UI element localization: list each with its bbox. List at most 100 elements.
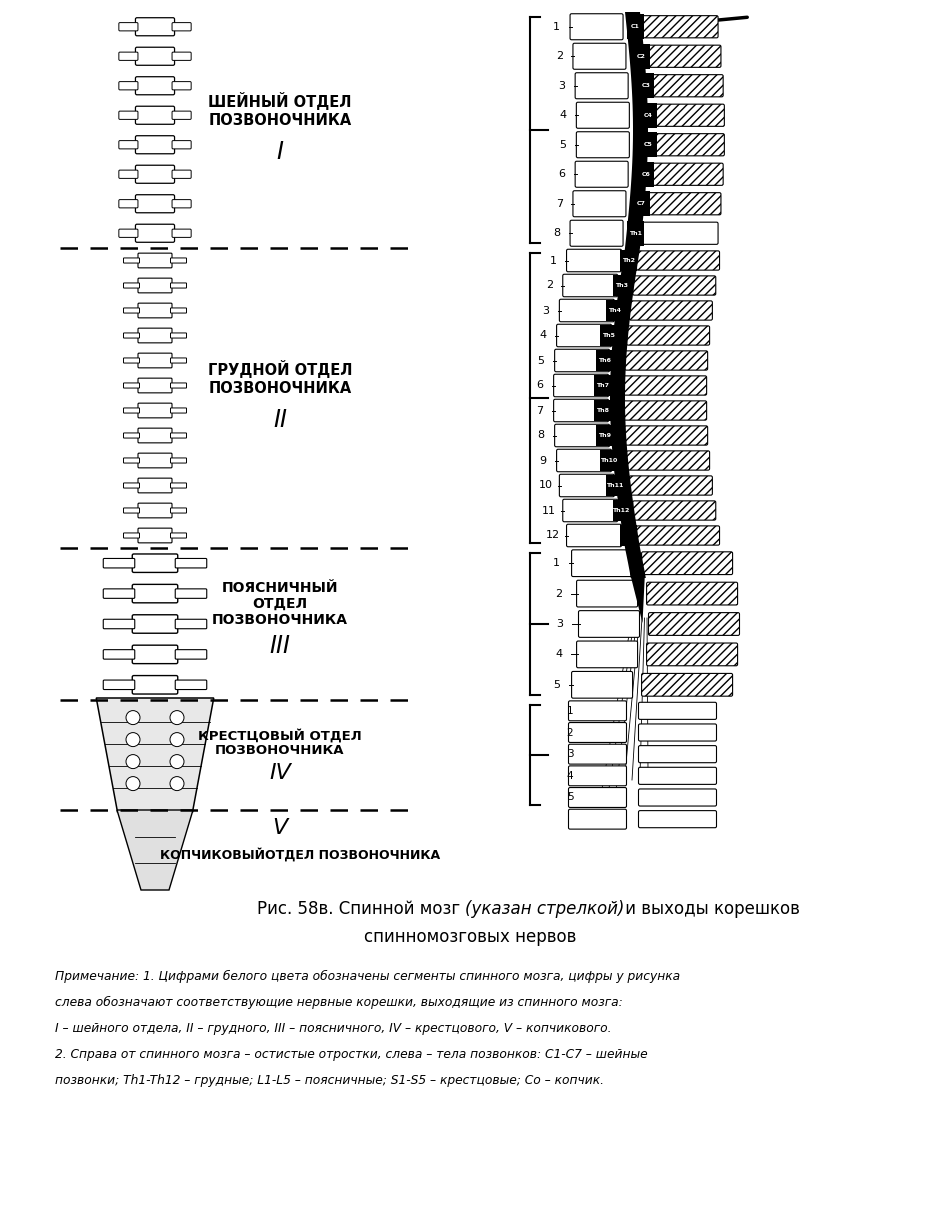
Text: Th12: Th12	[612, 508, 630, 513]
Bar	[637, 73, 654, 99]
Text: Th7: Th7	[596, 383, 609, 388]
FancyBboxPatch shape	[575, 161, 628, 188]
Text: ГРУДНОЙ ОТДЕЛ
ПОЗВОНОЧНИКА: ГРУДНОЙ ОТДЕЛ ПОЗВОНОЧНИКА	[208, 361, 352, 396]
Circle shape	[170, 711, 184, 724]
Text: Th10: Th10	[600, 458, 618, 463]
FancyBboxPatch shape	[569, 809, 626, 829]
Text: Th3: Th3	[615, 283, 628, 288]
FancyBboxPatch shape	[133, 675, 178, 694]
Text: L1: L1	[598, 561, 606, 566]
FancyBboxPatch shape	[138, 328, 172, 343]
Text: 8: 8	[538, 430, 544, 440]
FancyBboxPatch shape	[569, 745, 626, 764]
FancyBboxPatch shape	[569, 787, 626, 807]
Text: позвонки; Th1-Th12 – грудные; L1-L5 – поясничные; S1-S5 – крестцовые; Co – копчи: позвонки; Th1-Th12 – грудные; L1-L5 – по…	[55, 1074, 604, 1087]
Text: Th8: Th8	[596, 408, 609, 413]
Text: V: V	[273, 818, 288, 837]
Text: 2: 2	[556, 589, 563, 599]
FancyBboxPatch shape	[135, 166, 175, 183]
FancyBboxPatch shape	[556, 324, 612, 346]
FancyBboxPatch shape	[123, 433, 139, 438]
FancyBboxPatch shape	[570, 13, 623, 40]
FancyBboxPatch shape	[133, 584, 178, 603]
Text: 4: 4	[540, 330, 547, 340]
FancyBboxPatch shape	[135, 48, 175, 66]
Text: 8: 8	[553, 228, 560, 238]
Text: 2: 2	[546, 280, 553, 290]
Text: Рис. 58в. Спинной мозг: Рис. 58в. Спинной мозг	[257, 900, 465, 918]
FancyBboxPatch shape	[642, 552, 732, 574]
FancyBboxPatch shape	[576, 132, 630, 157]
FancyBboxPatch shape	[175, 680, 207, 690]
FancyBboxPatch shape	[138, 278, 172, 293]
Text: 1: 1	[553, 22, 560, 32]
Text: IV: IV	[269, 763, 291, 783]
FancyBboxPatch shape	[647, 642, 738, 666]
Text: Th4: Th4	[580, 307, 594, 313]
Text: Примечание: 1. Цифрами белого цвета обозначены сегменты спинного мозга, цифры у : Примечание: 1. Цифрами белого цвета обоз…	[55, 970, 681, 983]
FancyBboxPatch shape	[170, 408, 186, 413]
FancyBboxPatch shape	[642, 673, 732, 696]
Text: КРЕСТЦОВЫЙ ОТДЕЛ
ПОЗВОНОЧНИКА: КРЕСТЦОВЫЙ ОТДЕЛ ПОЗВОНОЧНИКА	[198, 729, 362, 757]
FancyBboxPatch shape	[103, 680, 134, 690]
Text: C7: C7	[637, 201, 646, 206]
FancyBboxPatch shape	[569, 701, 626, 720]
FancyBboxPatch shape	[559, 474, 615, 497]
FancyBboxPatch shape	[636, 251, 719, 271]
Bar	[594, 375, 611, 396]
FancyBboxPatch shape	[638, 789, 716, 806]
FancyBboxPatch shape	[118, 111, 138, 119]
FancyBboxPatch shape	[630, 475, 713, 495]
FancyBboxPatch shape	[123, 283, 139, 288]
FancyBboxPatch shape	[172, 171, 191, 178]
FancyBboxPatch shape	[135, 195, 175, 213]
FancyBboxPatch shape	[138, 478, 172, 492]
FancyBboxPatch shape	[138, 528, 172, 542]
FancyBboxPatch shape	[172, 200, 191, 208]
Text: 5: 5	[538, 356, 544, 366]
Text: 2. Справа от спинного мозга – остистые отростки, слева – тела позвонков: C1-C7 –: 2. Справа от спинного мозга – остистые о…	[55, 1048, 648, 1061]
FancyBboxPatch shape	[645, 163, 723, 185]
Text: C4: C4	[598, 112, 607, 118]
FancyBboxPatch shape	[573, 190, 626, 217]
FancyBboxPatch shape	[556, 450, 612, 472]
FancyBboxPatch shape	[578, 611, 639, 638]
Text: 4: 4	[556, 650, 563, 659]
FancyBboxPatch shape	[103, 650, 134, 659]
FancyBboxPatch shape	[555, 350, 610, 372]
FancyBboxPatch shape	[623, 375, 707, 395]
FancyBboxPatch shape	[123, 458, 139, 463]
Circle shape	[126, 755, 140, 769]
Circle shape	[170, 777, 184, 791]
Text: 7: 7	[537, 406, 543, 416]
FancyBboxPatch shape	[118, 229, 138, 238]
FancyBboxPatch shape	[123, 533, 139, 538]
FancyBboxPatch shape	[638, 767, 716, 784]
Text: III: III	[270, 634, 290, 658]
Bar	[620, 525, 637, 546]
FancyBboxPatch shape	[172, 140, 191, 149]
Polygon shape	[96, 698, 213, 812]
Bar	[605, 300, 622, 321]
Text: S1: S1	[593, 708, 603, 714]
Bar	[601, 325, 618, 346]
FancyBboxPatch shape	[645, 74, 723, 96]
Text: C4: C4	[644, 112, 652, 118]
Text: ШЕЙНЫЙ ОТДЕЛ
ПОЗВОНОЧНИКА: ШЕЙНЫЙ ОТДЕЛ ПОЗВОНОЧНИКА	[209, 93, 352, 128]
Text: S4: S4	[593, 773, 603, 779]
Text: L4: L4	[603, 651, 612, 657]
FancyBboxPatch shape	[123, 308, 139, 313]
FancyBboxPatch shape	[118, 23, 138, 30]
FancyBboxPatch shape	[175, 650, 207, 659]
FancyBboxPatch shape	[170, 533, 186, 538]
FancyBboxPatch shape	[103, 589, 134, 599]
Text: 3: 3	[556, 619, 563, 629]
FancyBboxPatch shape	[576, 102, 630, 128]
Text: 6: 6	[558, 169, 565, 179]
Text: 4: 4	[559, 110, 567, 121]
FancyBboxPatch shape	[575, 73, 628, 99]
Text: Th10: Th10	[574, 457, 593, 463]
Bar	[613, 274, 630, 296]
Text: 2: 2	[556, 51, 563, 61]
FancyBboxPatch shape	[135, 77, 175, 95]
